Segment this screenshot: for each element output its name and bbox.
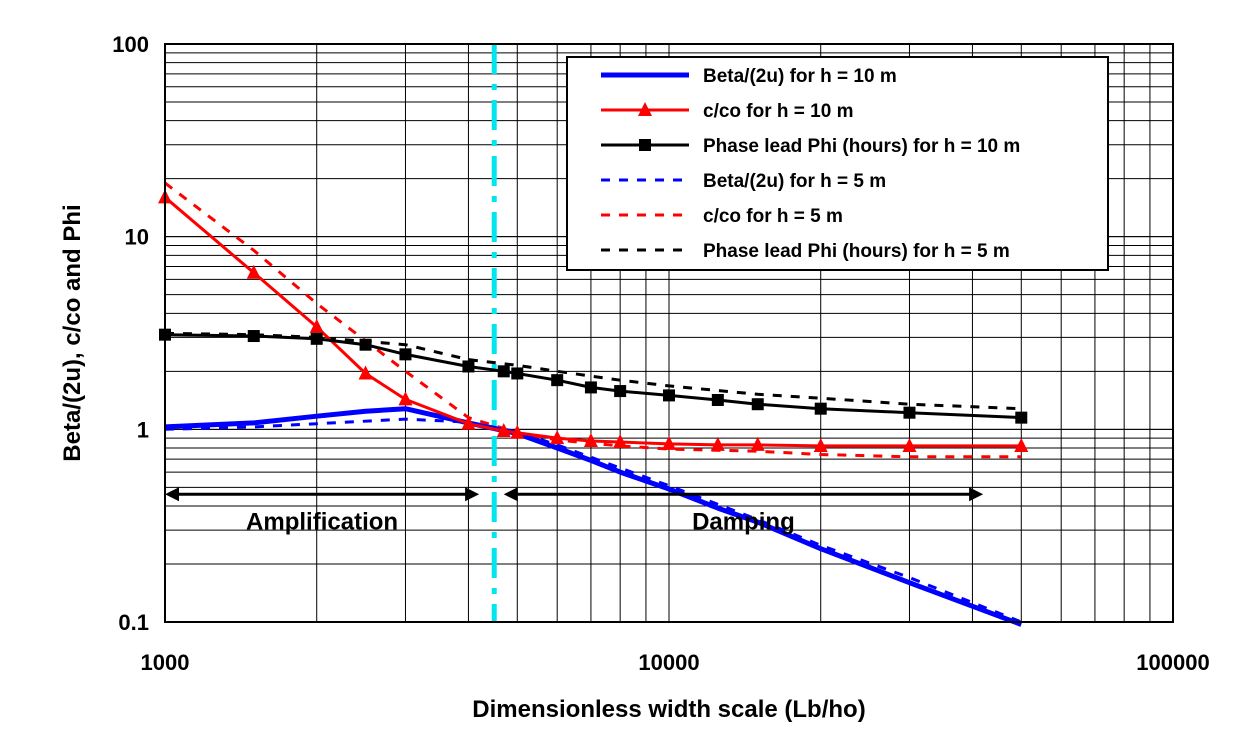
region-arrow-head-right [969, 487, 984, 502]
x-tick-label: 10000 [638, 650, 699, 675]
data-point-square [663, 389, 675, 402]
region-label: Damping [692, 508, 795, 535]
y-axis-title: Beta/(2u), c/co and Phi [59, 204, 86, 461]
data-point-triangle [496, 423, 511, 438]
data-point-triangle [398, 391, 413, 406]
legend-label: c/co for h = 5 m [703, 206, 843, 227]
region-arrow-head-left [165, 487, 179, 502]
legend: Beta/(2u) for h = 10 m c/co for h = 10 m P… [566, 56, 1109, 271]
data-point-square [551, 374, 564, 387]
legend-marker-triangle [638, 102, 652, 116]
data-point-square [814, 402, 827, 415]
data-point-triangle [550, 430, 565, 445]
y-tick-label: 10 [125, 225, 149, 250]
data-point-triangle [309, 318, 324, 333]
legend-label: Phase lead Phi (hours) for h = 5 m [703, 241, 1010, 262]
legend-label: c/co for h = 10 m [703, 101, 853, 122]
data-point-triangle [246, 264, 261, 279]
y-tick-label: 1 [137, 417, 149, 442]
data-point-triangle [510, 424, 525, 439]
data-point-triangle [750, 436, 765, 451]
x-axis-title: Dimensionless width scale (Lb/ho) [472, 696, 865, 723]
data-point-triangle [583, 432, 598, 447]
series-line [164, 406, 1023, 627]
region-arrow-head-left [503, 487, 518, 502]
data-point-square [903, 406, 916, 419]
data-point-triangle [662, 435, 676, 450]
data-point-square [614, 385, 627, 398]
legend-label: Phase lead Phi (hours) for h = 10 m [703, 136, 1020, 157]
legend-label: Beta/(2u) for h = 10 m [703, 66, 897, 87]
series-group [158, 181, 1029, 627]
legend-box [566, 56, 1109, 271]
tick-labels: 1000 10000 100000 0.1 1 10 100 [112, 32, 1209, 675]
data-point-square [751, 398, 764, 411]
x-tick-label: 100000 [1136, 650, 1209, 675]
region-arrow-head-right [465, 487, 480, 502]
data-point-square [399, 348, 412, 361]
data-point-square [711, 393, 724, 406]
series-line [164, 417, 1022, 624]
data-point-square [511, 367, 524, 380]
data-point-square [584, 381, 597, 394]
legend-label: Beta/(2u) for h = 5 m [703, 171, 886, 192]
region-annotations: Amplification Damping [165, 487, 984, 535]
data-point-triangle [813, 437, 828, 452]
region-label: Amplification [246, 508, 398, 535]
data-point-triangle [613, 433, 628, 448]
x-tick-label: 1000 [141, 650, 190, 675]
data-point-square [359, 338, 372, 351]
data-point-square [310, 332, 323, 345]
data-point-triangle [461, 415, 476, 430]
plot-frame [164, 43, 1174, 623]
data-point-square [497, 365, 510, 378]
legend-marker-square [639, 139, 651, 151]
y-tick-label: 0.1 [118, 610, 149, 635]
data-point-square [1015, 411, 1028, 424]
data-point-triangle [358, 365, 373, 380]
data-point-triangle [710, 436, 725, 451]
data-point-square [462, 360, 475, 373]
y-tick-label: 100 [112, 32, 149, 57]
data-point-triangle [902, 437, 917, 452]
data-point-square [247, 330, 260, 343]
data-point-triangle [1014, 437, 1029, 452]
